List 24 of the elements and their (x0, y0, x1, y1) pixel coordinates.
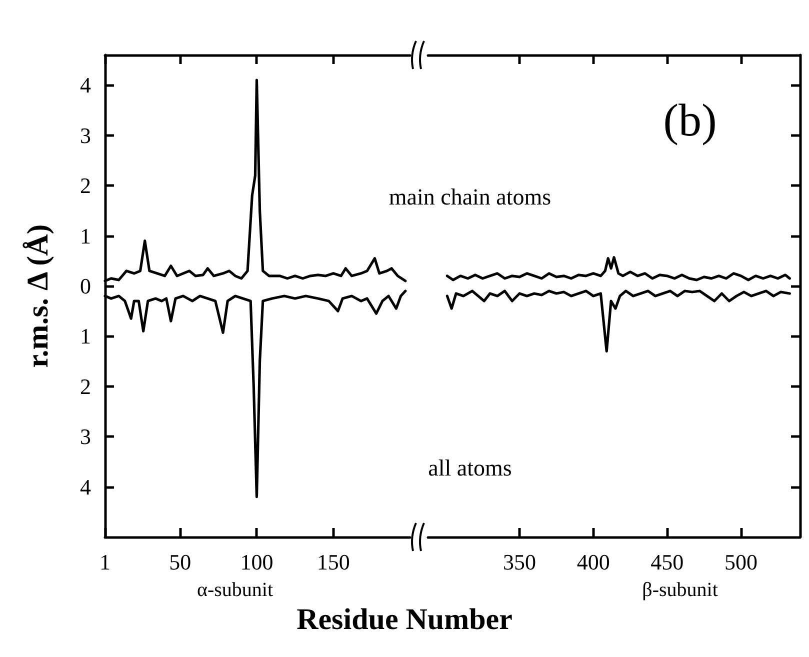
y-tick-label: 3 (80, 424, 91, 450)
annotation: main chain atoms (388, 184, 552, 210)
y-tick-label: 4 (80, 474, 91, 500)
x-tick-label: 1 (100, 550, 110, 574)
x-tick-label: 500 (724, 550, 758, 574)
y-tick-label: 0 (80, 273, 91, 298)
y-axis-title: r.m.s. Δ (Å) (22, 224, 54, 368)
x-tick-label: 100 (240, 550, 274, 574)
x-tick-label: 450 (650, 550, 684, 574)
text: α-subunit (196, 579, 274, 601)
y-tick-label: 1 (80, 324, 91, 349)
y-tick-label: 2 (80, 374, 91, 399)
x-tick-label: 400 (576, 550, 610, 574)
x-tick-label: 50 (169, 550, 192, 574)
text: β-subunit (642, 579, 718, 601)
y-tick-label: 2 (80, 173, 91, 198)
y-tick-label: 3 (80, 122, 91, 148)
x-axis-title: Residue Number (296, 603, 514, 637)
x-tick-label: 350 (503, 550, 536, 574)
y-tick-label: 4 (80, 72, 91, 98)
y-tick-label: 1 (80, 223, 91, 248)
x-tick-label: 150 (316, 550, 350, 574)
annotation: all atoms (428, 456, 512, 480)
annotation: (b) (663, 94, 717, 146)
